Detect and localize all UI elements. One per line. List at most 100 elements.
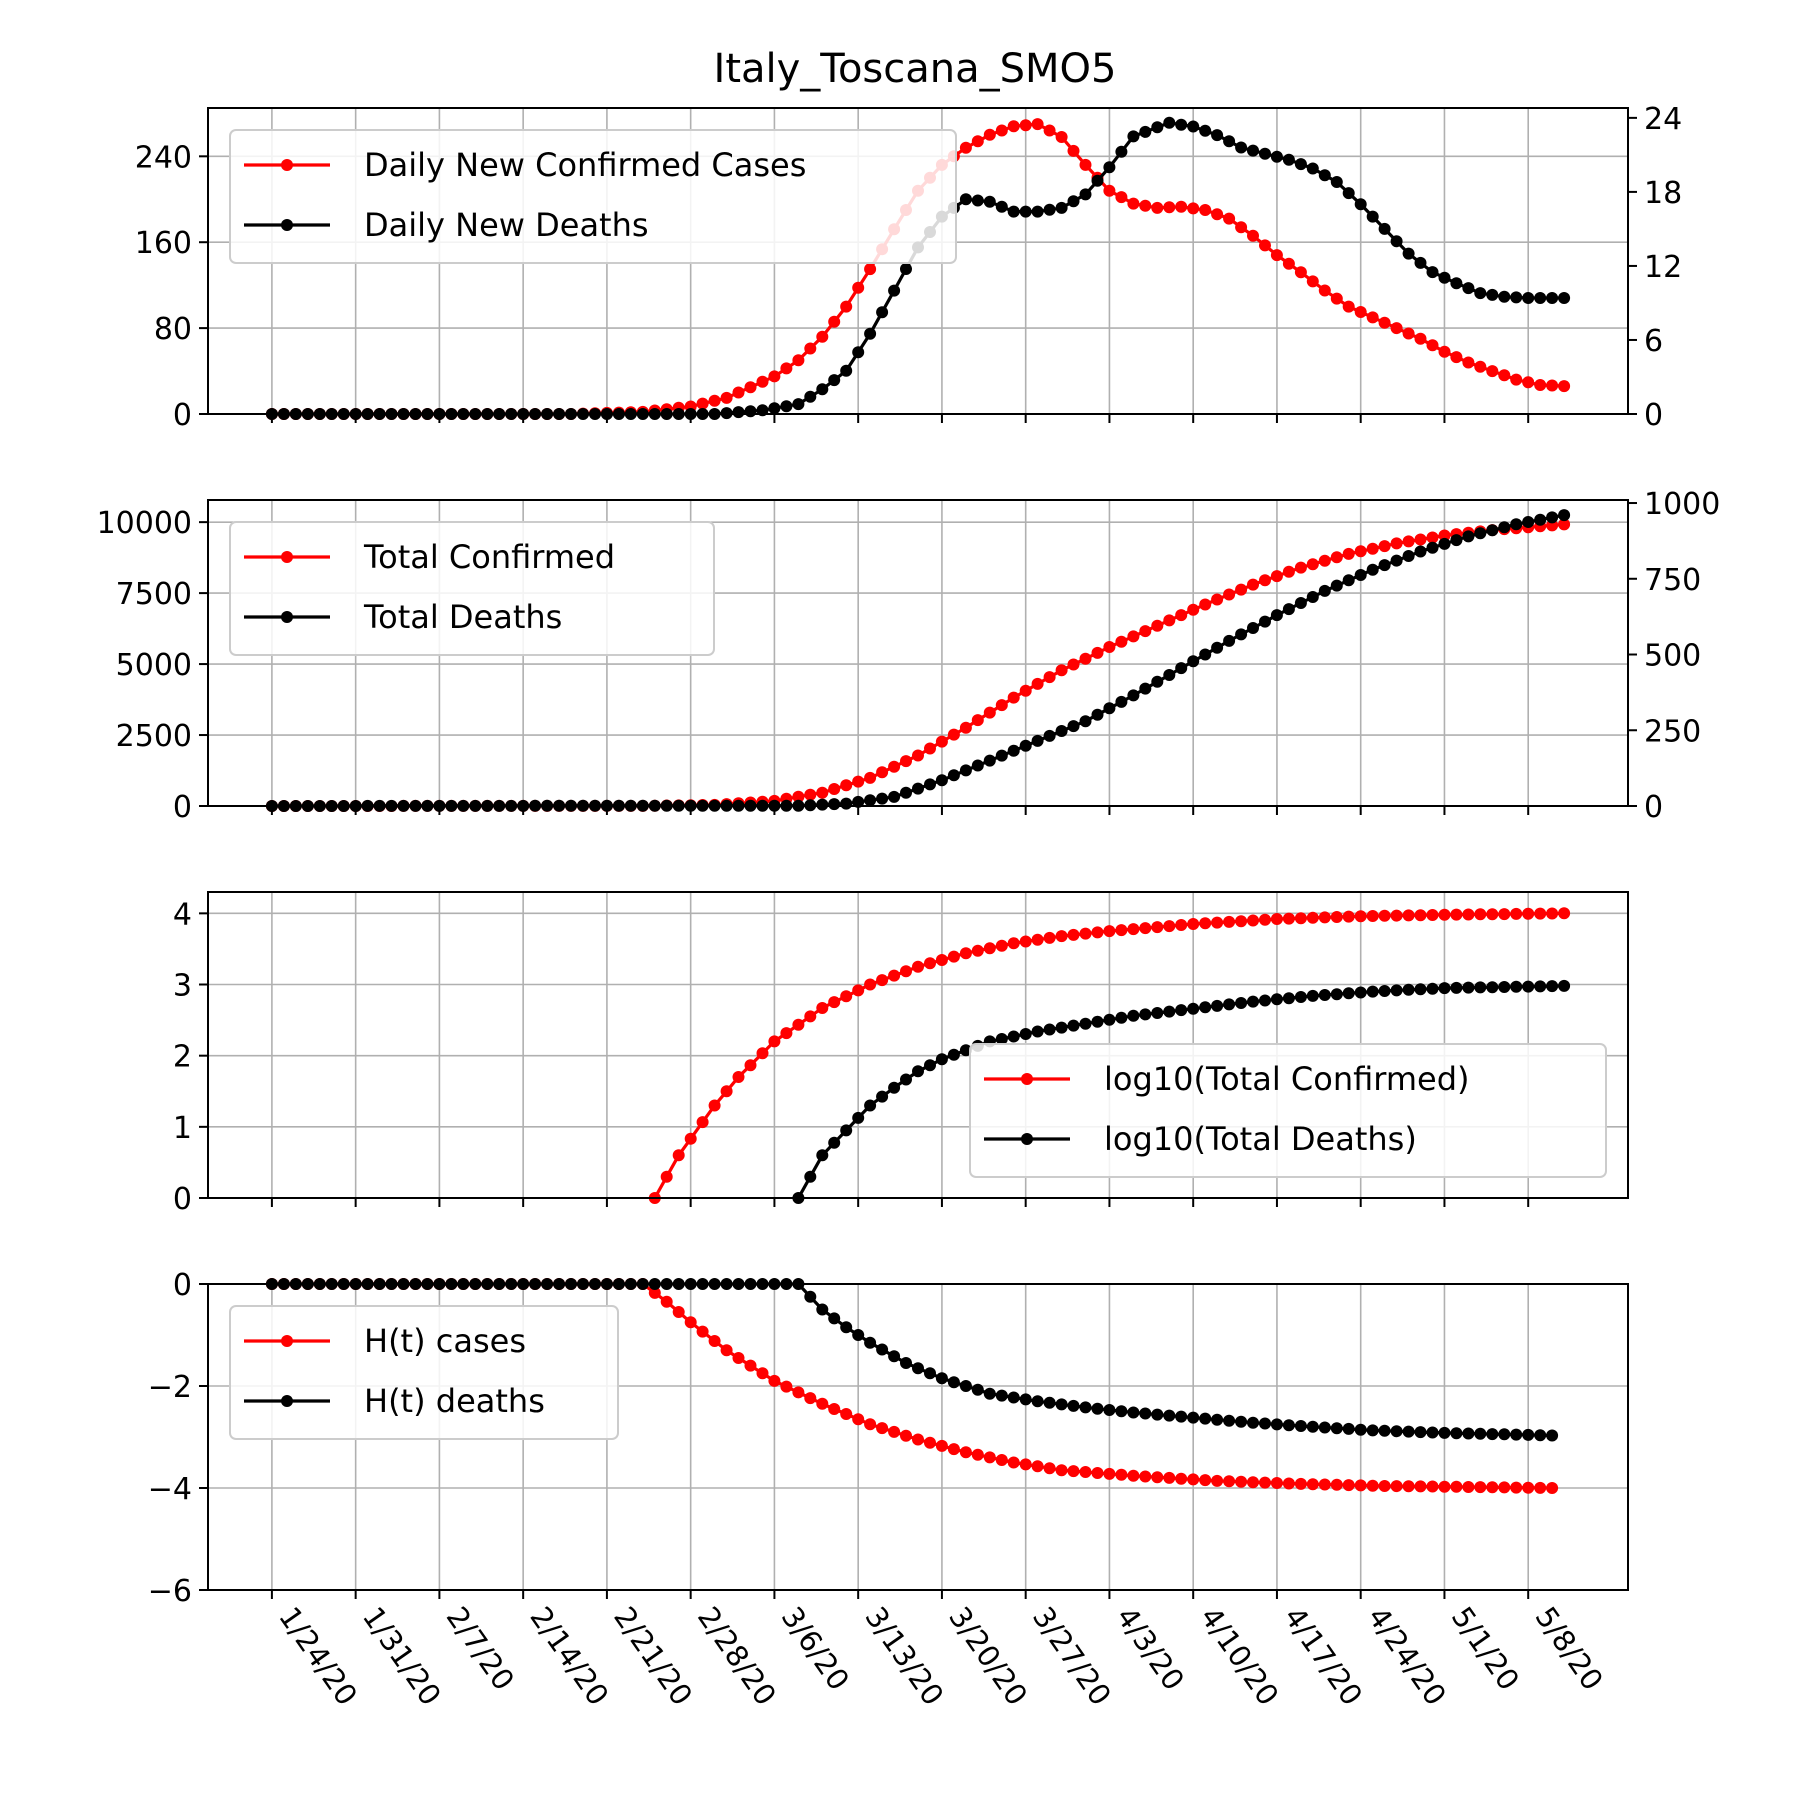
- x-tick-label: 4/24/20: [1361, 1601, 1453, 1712]
- data-point: [1282, 603, 1295, 616]
- data-point: [1474, 527, 1487, 540]
- data-point: [1342, 1422, 1355, 1435]
- data-point: [1043, 1462, 1056, 1475]
- legend-frame: [229, 1305, 619, 1440]
- data-point: [744, 1359, 757, 1372]
- legend-marker: [281, 551, 293, 563]
- data-point: [684, 1316, 697, 1329]
- panel-3: 0 1 2 3 4 log10(Total Confirmed) log10(Total D…: [173, 891, 1629, 1217]
- data-point: [1510, 518, 1523, 531]
- data-point: [852, 281, 865, 294]
- data-point: [1270, 570, 1283, 583]
- x-tick-label: 5/8/20: [1528, 1601, 1609, 1697]
- data-point: [1223, 588, 1236, 601]
- data-point: [852, 1413, 865, 1426]
- data-point: [1378, 1480, 1391, 1492]
- data-point: [804, 342, 817, 355]
- data-point: [1031, 1395, 1044, 1408]
- data-point: [1115, 695, 1128, 708]
- data-point: [1091, 708, 1104, 721]
- data-point: [828, 315, 841, 328]
- data-point: [1534, 980, 1547, 993]
- data-point: [1330, 1422, 1343, 1435]
- data-point: [1378, 909, 1391, 922]
- data-point: [1426, 1426, 1439, 1439]
- data-point: [947, 1048, 960, 1061]
- data-point: [983, 1451, 996, 1464]
- data-point: [1259, 147, 1271, 160]
- y-tick-label: 80: [154, 312, 192, 347]
- legend-marker: [281, 1395, 293, 1407]
- data-point: [1318, 911, 1331, 924]
- data-point: [900, 1429, 912, 1442]
- data-point: [1486, 288, 1499, 301]
- legend-frame: [229, 521, 715, 656]
- data-point: [756, 375, 769, 388]
- data-point: [1438, 1426, 1451, 1439]
- data-point: [1151, 1471, 1164, 1484]
- data-point: [1019, 205, 1032, 218]
- data-point: [1318, 1478, 1331, 1491]
- data-point: [876, 306, 889, 319]
- data-point: [1091, 646, 1104, 659]
- data-point: [1175, 1472, 1188, 1485]
- data-point: [1522, 907, 1535, 920]
- data-point: [1438, 908, 1451, 921]
- data-point: [888, 790, 901, 803]
- data-point: [1534, 1429, 1547, 1442]
- data-point: [1055, 1398, 1068, 1411]
- data-point: [900, 755, 912, 768]
- data-point: [744, 405, 757, 418]
- data-point: [1259, 574, 1271, 587]
- data-point: [1199, 1412, 1212, 1425]
- data-point: [1211, 593, 1224, 606]
- data-point: [1414, 909, 1427, 922]
- data-point: [816, 1002, 829, 1014]
- data-point: [1282, 565, 1295, 578]
- legend-label: log10(Total Deaths): [1104, 1120, 1417, 1158]
- data-point: [1462, 356, 1475, 369]
- data-point: [983, 128, 996, 141]
- data-point: [780, 362, 793, 375]
- data-point: [1354, 198, 1367, 211]
- data-point: [1306, 1420, 1319, 1433]
- legend: log10(Total Confirmed) log10(Total Deaths…: [969, 1043, 1607, 1178]
- data-point: [1534, 513, 1547, 526]
- data-point: [1270, 1418, 1283, 1431]
- y2-tick-label: 24: [1644, 102, 1682, 137]
- data-point: [1414, 983, 1427, 996]
- data-point: [1414, 1480, 1427, 1493]
- data-point: [1306, 558, 1319, 571]
- data-point: [1163, 116, 1176, 129]
- data-point: [1510, 1481, 1523, 1494]
- data-point: [1462, 1427, 1475, 1440]
- data-point: [768, 370, 781, 383]
- data-point: [1354, 986, 1367, 999]
- data-point: [828, 1312, 841, 1325]
- x-tick-label: 1/31/20: [356, 1601, 448, 1712]
- legend-marker: [281, 219, 293, 231]
- data-point: [1259, 1417, 1271, 1430]
- data-point: [780, 1027, 793, 1040]
- data-point: [983, 1387, 996, 1400]
- data-point: [947, 950, 960, 963]
- series-2: [792, 979, 1571, 1204]
- data-point: [1546, 292, 1559, 304]
- data-point: [1462, 282, 1475, 295]
- y-tick-label: 240: [135, 140, 192, 175]
- data-point: [995, 749, 1008, 762]
- data-point: [828, 996, 841, 1009]
- data-point: [660, 1295, 673, 1308]
- panel-1: 0 80 160 240 0 6 12 18 24 Daily New Confirmed Cas…: [135, 102, 1682, 433]
- data-point: [1031, 677, 1044, 690]
- data-point: [971, 1383, 984, 1396]
- data-point: [1294, 266, 1307, 279]
- data-point: [912, 1362, 924, 1375]
- data-point: [1067, 928, 1080, 941]
- data-point: [732, 406, 745, 419]
- data-point: [1115, 1011, 1128, 1024]
- data-point: [959, 764, 972, 777]
- y-tick-label: −6: [148, 1574, 192, 1609]
- data-point: [1270, 913, 1283, 925]
- data-point: [1414, 332, 1427, 345]
